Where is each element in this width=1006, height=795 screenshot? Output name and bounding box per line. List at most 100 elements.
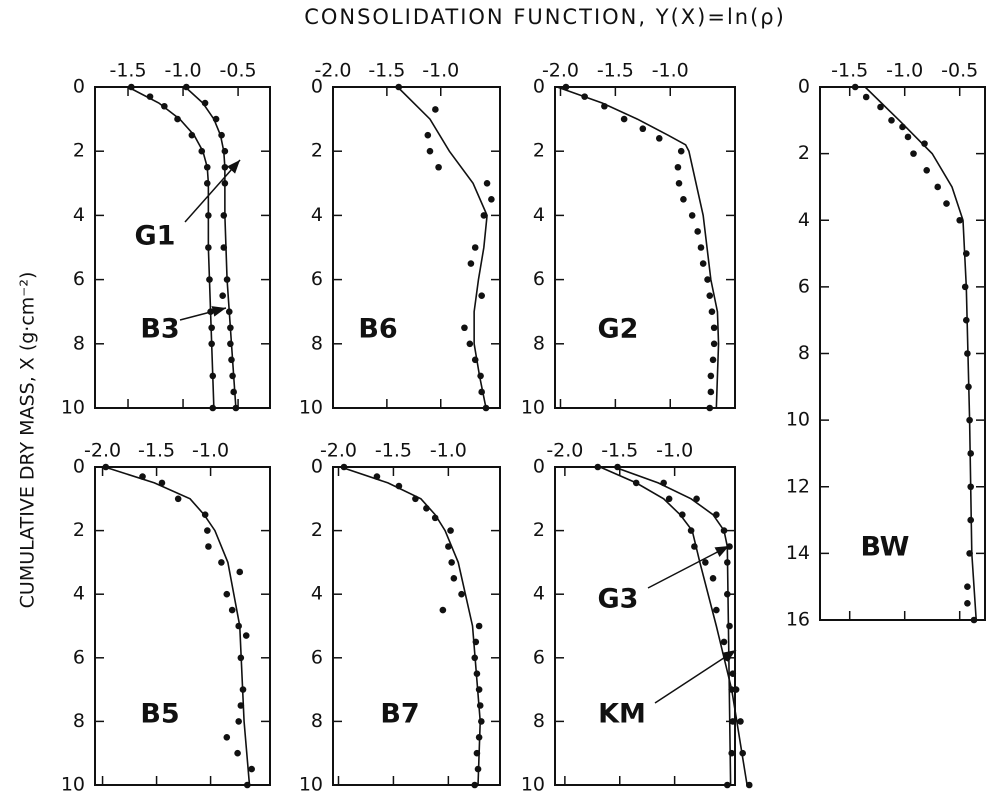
data-point xyxy=(205,212,212,219)
y-tick-label: 0 xyxy=(311,456,323,478)
data-point xyxy=(471,781,479,789)
data-point xyxy=(694,228,701,235)
data-point xyxy=(904,133,912,141)
data-point xyxy=(720,527,728,534)
data-point xyxy=(614,463,621,471)
data-point xyxy=(704,276,711,283)
data-point xyxy=(225,308,233,316)
data-point xyxy=(340,463,348,471)
data-point xyxy=(601,102,608,110)
data-point xyxy=(967,450,974,457)
data-point xyxy=(221,180,229,187)
data-point xyxy=(480,212,488,219)
data-point xyxy=(594,463,602,471)
x-tick-label: -1.5 xyxy=(109,60,146,82)
fit-curve xyxy=(340,466,482,786)
label-arrow xyxy=(654,649,737,704)
data-point xyxy=(158,479,166,487)
y-tick-label: 4 xyxy=(533,583,545,605)
data-point xyxy=(745,781,753,789)
label-arrow xyxy=(179,306,227,321)
data-point xyxy=(680,196,687,203)
data-point xyxy=(713,511,720,518)
data-point xyxy=(675,180,683,187)
x-tick-label: -2.0 xyxy=(320,440,357,462)
data-point xyxy=(674,163,682,171)
data-point xyxy=(206,276,213,283)
y-tick-label: 6 xyxy=(73,268,85,290)
y-tick-label: 0 xyxy=(533,456,545,478)
series-label: G2 xyxy=(598,314,639,345)
x-tick-label: -1.0 xyxy=(656,440,693,462)
y-tick-label: 8 xyxy=(73,332,85,354)
y-tick-label: 10 xyxy=(61,397,85,419)
data-point xyxy=(227,340,234,348)
y-tick-label: 16 xyxy=(786,609,810,631)
y-tick-label: 12 xyxy=(786,475,810,497)
data-point xyxy=(461,324,468,332)
data-point xyxy=(412,495,419,503)
data-point xyxy=(923,166,930,174)
data-point xyxy=(943,200,950,207)
data-point xyxy=(581,93,588,100)
y-tick-label: 2 xyxy=(533,519,545,541)
data-point xyxy=(220,212,228,219)
y-tick-label: 10 xyxy=(521,397,545,419)
data-point xyxy=(466,340,474,348)
data-point xyxy=(230,388,237,396)
data-point xyxy=(471,244,479,251)
y-tick-label: 0 xyxy=(73,456,85,478)
y-tick-label: 6 xyxy=(311,646,323,668)
y-tick-label: 10 xyxy=(299,774,323,795)
data-point xyxy=(201,511,209,518)
series-label: G3 xyxy=(598,584,639,615)
figure-title: CONSOLIDATION FUNCTION, Y(X)=ln(ρ) xyxy=(304,5,786,29)
data-point xyxy=(729,670,737,677)
y-tick-label: 4 xyxy=(533,204,545,226)
data-point xyxy=(102,463,110,471)
data-point xyxy=(248,765,255,773)
y-tick-label: 10 xyxy=(299,397,323,419)
data-point xyxy=(691,543,698,550)
x-tick-label: -2.0 xyxy=(314,60,351,82)
data-point xyxy=(423,505,430,512)
data-point xyxy=(220,244,228,251)
series-label: B5 xyxy=(140,699,179,730)
y-tick-label: 0 xyxy=(533,76,545,98)
data-point xyxy=(899,123,906,131)
figure-y-label: CUMULATIVE DRY MASS, X (g·cm⁻²) xyxy=(17,272,39,609)
data-point xyxy=(478,718,485,725)
data-point xyxy=(851,83,859,91)
data-point xyxy=(477,372,484,380)
data-point xyxy=(431,514,439,522)
data-point xyxy=(961,283,969,291)
data-point xyxy=(223,276,231,283)
data-point xyxy=(970,616,978,624)
x-tick-label: -1.5 xyxy=(375,440,412,462)
y-tick-label: 10 xyxy=(786,409,810,431)
data-point xyxy=(209,372,217,380)
y-tick-label: 6 xyxy=(533,646,545,668)
data-point xyxy=(183,83,190,91)
x-tick-label: -1.0 xyxy=(430,440,467,462)
data-point xyxy=(632,479,640,487)
y-tick-label: 0 xyxy=(311,76,323,98)
data-point xyxy=(964,583,971,590)
data-point xyxy=(205,543,212,550)
data-point xyxy=(174,115,181,123)
y-tick-label: 0 xyxy=(798,76,810,98)
data-point xyxy=(208,340,215,348)
data-point xyxy=(475,734,483,741)
data-point xyxy=(448,559,455,566)
data-point xyxy=(562,83,570,91)
data-point xyxy=(242,632,250,639)
data-point xyxy=(237,654,245,662)
x-tick-label: -1.0 xyxy=(192,440,229,462)
data-point xyxy=(732,686,740,693)
data-point xyxy=(475,622,483,630)
data-point xyxy=(208,324,215,332)
data-point xyxy=(862,93,870,101)
data-point xyxy=(702,559,709,566)
data-point xyxy=(234,749,241,757)
panel-frame xyxy=(94,466,271,786)
